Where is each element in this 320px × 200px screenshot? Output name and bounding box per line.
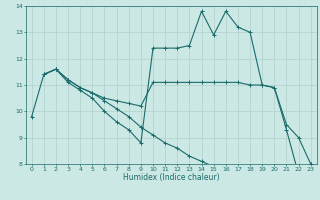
X-axis label: Humidex (Indice chaleur): Humidex (Indice chaleur)	[123, 173, 220, 182]
